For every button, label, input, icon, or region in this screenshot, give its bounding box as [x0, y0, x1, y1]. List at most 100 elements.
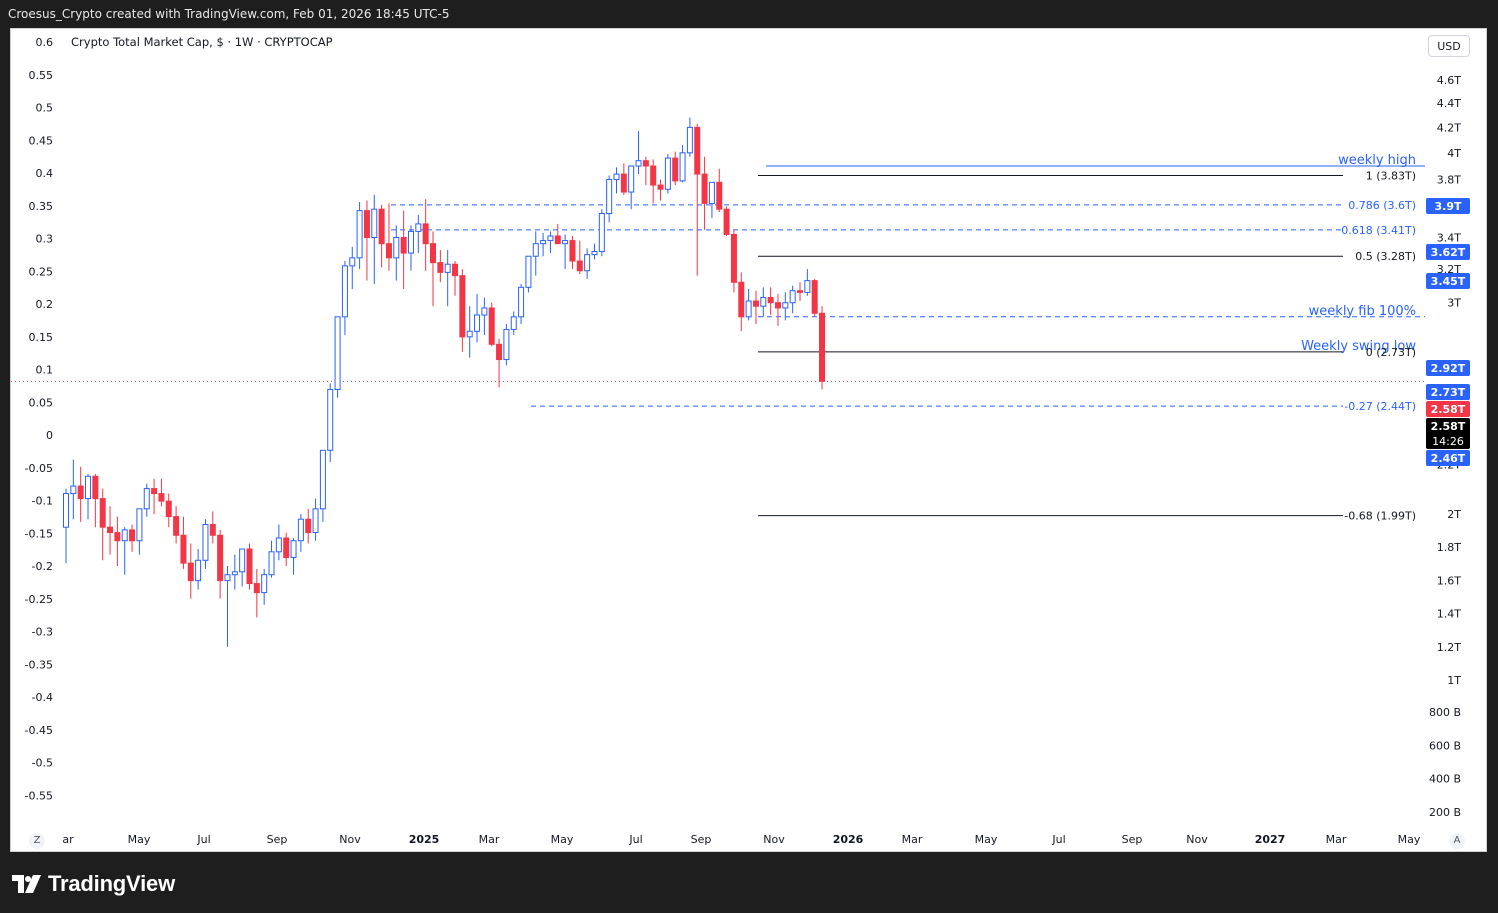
left-axis-label: 0.5	[36, 102, 54, 115]
candle-down	[151, 488, 158, 495]
candle-down	[767, 297, 774, 304]
right-axis-label: 200 B	[1429, 806, 1461, 819]
candle-up	[679, 152, 686, 182]
candle-down	[694, 126, 701, 175]
level-label: 0.618 (3.41T)	[1341, 224, 1416, 237]
candle-down	[363, 210, 370, 239]
attribution-text: Croesus_Crypto created with TradingView.…	[8, 7, 450, 21]
left-axis-label: -0.25	[25, 593, 53, 606]
x-axis-label: May	[128, 833, 151, 846]
tradingview-logo-icon	[12, 875, 41, 894]
level-label: 1 (3.83T)	[1366, 169, 1416, 182]
candle-up	[143, 488, 150, 510]
candle-up	[591, 250, 598, 256]
price-chart[interactable]: 0.6 0.55 0.5 0.45 0.4 0.35 0.3 0.25 0.2 0.15 0.1 0.…	[11, 29, 1486, 851]
left-axis-label: 0.2	[36, 298, 54, 311]
price-badge	[1426, 244, 1470, 260]
zoom-reset-button[interactable]: Z	[29, 833, 45, 849]
level-label: -0.27 (2.44T)	[1344, 400, 1416, 413]
x-axis-label: May	[1398, 833, 1421, 846]
left-axis-label: 0.4	[36, 167, 54, 180]
candle-up	[371, 208, 378, 239]
candle-down	[672, 157, 679, 182]
right-axis-label: 4.4T	[1437, 97, 1461, 110]
candle-up	[356, 210, 363, 259]
price-badge-text: 3.45T	[1431, 275, 1466, 288]
candle-down	[217, 534, 224, 582]
right-axis-label: 1.4T	[1437, 608, 1461, 621]
left-axis-label: -0.1	[32, 495, 53, 508]
left-axis-label: 0.3	[36, 233, 54, 246]
left-axis-label: -0.55	[25, 789, 53, 802]
candle-up	[760, 297, 767, 307]
price-badge-text: 2.92T	[1431, 362, 1466, 375]
candle-up	[393, 237, 400, 259]
left-axis-label: 0.25	[29, 265, 54, 278]
candle-up	[275, 537, 282, 553]
left-axis-label: 0.35	[29, 200, 54, 213]
right-axis-label: 4T	[1447, 147, 1461, 160]
candle-up	[268, 551, 275, 576]
x-axis-label: Sep	[691, 833, 712, 846]
left-axis-label: 0.6	[36, 36, 54, 49]
level-label: weekly high	[1338, 153, 1416, 168]
left-axis-label: 0.55	[29, 69, 54, 82]
candle-down	[173, 516, 180, 536]
candle-down	[430, 243, 436, 264]
left-axis-label: -0.4	[32, 691, 53, 704]
candle-up	[202, 524, 209, 561]
candle-up	[415, 223, 422, 232]
candle-down	[797, 290, 803, 293]
candle-down	[716, 181, 723, 210]
candle-down	[620, 173, 627, 193]
candle-up	[63, 493, 69, 528]
left-axis-label: 0.05	[29, 396, 54, 409]
level-label: 0.786 (3.6T)	[1348, 199, 1416, 212]
left-axis-label: -0.35	[25, 658, 53, 671]
candle-up	[745, 300, 752, 318]
candle-down	[730, 233, 737, 283]
candle-up	[312, 508, 319, 534]
chart-panel[interactable]: 0.6 0.55 0.5 0.45 0.4 0.35 0.3 0.25 0.2 0.15 0.1 0.…	[10, 28, 1487, 852]
price-badge-text: 2.58T	[1431, 420, 1466, 433]
candle-up	[224, 574, 231, 582]
candle-up	[349, 257, 356, 267]
x-axis-label: Mar	[479, 833, 500, 846]
left-axis-label: -0.15	[25, 527, 53, 540]
x-axis-label: Jul	[196, 833, 210, 846]
price-badge-text: 3.62T	[1431, 246, 1466, 259]
left-axis-label: -0.5	[32, 757, 53, 770]
candle-up	[613, 173, 620, 181]
level-label: weekly fib 100%	[1309, 304, 1416, 319]
x-axis-label: May	[975, 833, 998, 846]
left-axis-label: 0	[46, 429, 53, 442]
right-axis-label: 3.8T	[1437, 174, 1461, 187]
auto-scale-button[interactable]: A	[1449, 833, 1465, 849]
price-badge-text: 2.58T	[1431, 403, 1466, 416]
candle-up	[584, 254, 591, 272]
candle-down	[114, 532, 121, 542]
candle-down	[452, 263, 459, 277]
right-axis-label: 400 B	[1429, 773, 1461, 786]
candle-up	[628, 165, 635, 193]
candle-up	[195, 559, 202, 582]
candle-down	[701, 173, 708, 204]
x-axis-label: May	[551, 833, 574, 846]
attribution-bar: Croesus_Crypto created with TradingView.…	[0, 0, 1498, 28]
candle-up	[664, 157, 671, 190]
candle-down	[569, 240, 576, 262]
price-badge	[1426, 384, 1470, 400]
x-axis-label: 2027	[1255, 833, 1286, 846]
candle-down	[129, 529, 136, 542]
candle-down	[400, 237, 407, 254]
candle-up	[239, 548, 246, 573]
right-axis-label: 1.8T	[1437, 541, 1461, 554]
currency-button[interactable]: USD	[1428, 35, 1470, 57]
candle-down	[496, 343, 503, 361]
candle-up	[804, 280, 811, 293]
left-axis-label: -0.45	[25, 724, 53, 737]
candle-up	[598, 213, 605, 252]
candle-up	[70, 485, 77, 495]
right-axis-label: 600 B	[1429, 739, 1461, 752]
right-axis-label: 2T	[1447, 508, 1461, 521]
